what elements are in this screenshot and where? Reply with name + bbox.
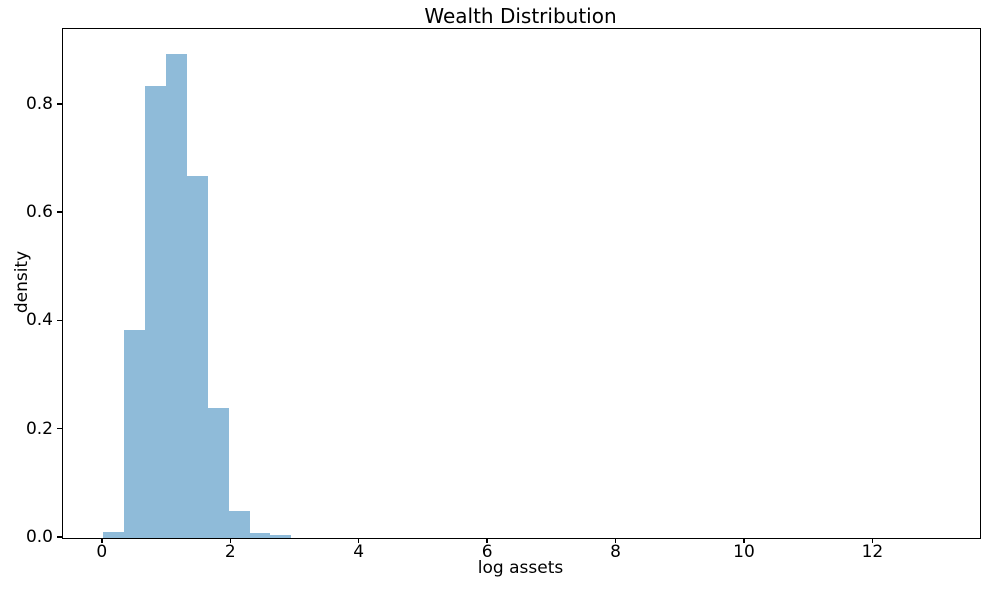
x-tick-mark bbox=[229, 538, 231, 543]
histogram-bar bbox=[186, 175, 208, 538]
y-tick-mark bbox=[57, 427, 62, 430]
x-tick-label: 10 bbox=[733, 542, 755, 562]
x-tick-mark bbox=[486, 538, 488, 543]
histogram-bar bbox=[228, 510, 250, 538]
x-tick-label: 2 bbox=[224, 542, 236, 562]
x-tick-mark bbox=[357, 538, 360, 543]
chart-title: Wealth Distribution bbox=[424, 4, 617, 28]
x-tick-label: 6 bbox=[481, 542, 493, 562]
histogram-bar bbox=[249, 532, 271, 538]
y-tick-label: 0.4 bbox=[25, 310, 53, 331]
y-tick-label: 0.8 bbox=[25, 93, 53, 114]
y-tick-label: 0.2 bbox=[25, 418, 53, 439]
histogram-bar bbox=[103, 531, 125, 538]
y-tick-mark bbox=[57, 536, 62, 538]
histogram-bar bbox=[124, 330, 146, 538]
y-tick-mark bbox=[57, 211, 62, 213]
histogram-bar bbox=[207, 407, 229, 538]
x-tick-label: 4 bbox=[353, 542, 365, 562]
bars-layer bbox=[63, 29, 980, 538]
x-axis-label: log assets bbox=[477, 558, 564, 578]
x-tick-label: 12 bbox=[861, 542, 884, 562]
y-tick-label: 0.0 bbox=[25, 527, 53, 547]
x-tick-mark bbox=[101, 538, 103, 543]
x-tick-label: 0 bbox=[96, 542, 108, 562]
y-tick-mark bbox=[57, 103, 62, 105]
y-tick-mark bbox=[57, 319, 62, 322]
x-tick-mark bbox=[871, 538, 874, 543]
histogram-bar bbox=[270, 535, 292, 538]
x-tick-mark bbox=[614, 538, 617, 543]
histogram-bar bbox=[145, 86, 167, 538]
histogram-bar bbox=[166, 54, 187, 538]
plot-area bbox=[62, 28, 981, 539]
y-axis-label: density bbox=[12, 250, 32, 314]
y-tick-label: 0.6 bbox=[25, 202, 53, 223]
x-tick-mark bbox=[743, 538, 745, 543]
x-tick-label: 8 bbox=[610, 542, 621, 562]
